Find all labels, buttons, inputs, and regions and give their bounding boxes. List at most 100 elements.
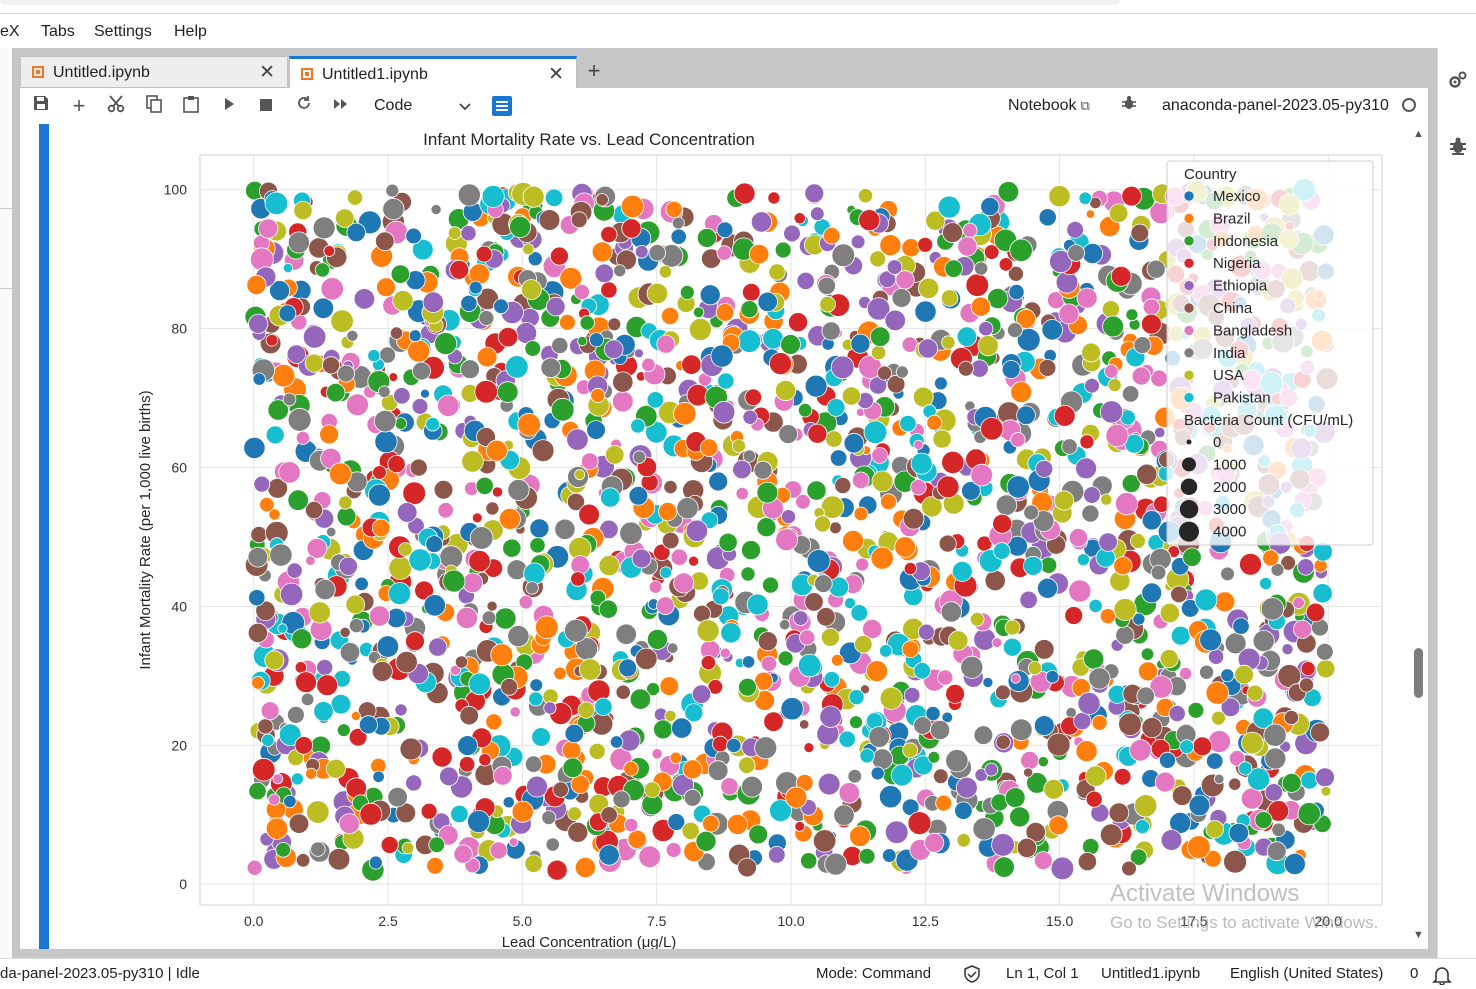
data-point xyxy=(726,737,742,754)
data-point xyxy=(1142,298,1161,316)
data-point xyxy=(546,859,568,881)
data-point xyxy=(566,428,589,451)
scroll-down-icon[interactable]: ▼ xyxy=(1413,929,1424,941)
data-point xyxy=(907,811,932,835)
copy-icon[interactable] xyxy=(143,95,165,117)
data-point xyxy=(1228,750,1246,767)
data-point xyxy=(1032,510,1055,532)
data-point xyxy=(849,715,863,730)
x-tick-label: 7.5 xyxy=(647,913,667,929)
data-point xyxy=(346,329,359,342)
menu-item-tabs[interactable]: Tabs xyxy=(41,23,75,40)
scroll-up-icon[interactable]: ▲ xyxy=(1413,128,1424,140)
data-point xyxy=(268,508,281,521)
data-point xyxy=(459,705,479,726)
active-cell-indicator[interactable] xyxy=(39,124,49,949)
data-point xyxy=(295,430,310,445)
data-point xyxy=(1023,504,1040,521)
data-point xyxy=(502,538,522,558)
tab-untitled1[interactable]: Untitled1.ipynb ✕ xyxy=(289,56,577,88)
data-point xyxy=(917,277,940,299)
data-point xyxy=(737,857,757,878)
data-point xyxy=(485,501,500,516)
data-point xyxy=(809,206,825,222)
vertical-scrollbar[interactable]: ▲ ▼ xyxy=(1410,124,1428,949)
data-point xyxy=(699,438,719,457)
data-point xyxy=(248,313,269,334)
data-point xyxy=(338,495,353,510)
kernel-status-icon xyxy=(1402,98,1416,112)
data-point xyxy=(1187,701,1205,719)
data-point xyxy=(877,365,893,381)
data-point xyxy=(732,459,752,480)
debugger-icon[interactable] xyxy=(1448,136,1468,156)
stop-icon[interactable] xyxy=(255,95,277,117)
tab-bar: Untitled.ipynb ✕ Untitled1.ipynb ✕ + xyxy=(20,56,1428,88)
data-point xyxy=(1205,681,1230,705)
data-point xyxy=(1150,564,1167,581)
data-point xyxy=(393,387,411,405)
save-icon[interactable] xyxy=(30,95,52,117)
settings-toggle-icon[interactable] xyxy=(492,96,512,116)
legend-size-label: 3000 xyxy=(1213,501,1246,518)
data-point xyxy=(1077,851,1098,872)
data-point xyxy=(712,735,729,753)
data-point xyxy=(886,374,906,394)
run-all-icon[interactable] xyxy=(330,95,352,117)
cut-icon[interactable] xyxy=(105,95,127,117)
add-cell-icon[interactable]: + xyxy=(72,93,86,118)
tab-untitled[interactable]: Untitled.ipynb ✕ xyxy=(20,56,288,88)
data-point xyxy=(447,226,462,240)
data-point xyxy=(870,345,887,361)
data-point xyxy=(1204,849,1222,868)
data-point xyxy=(940,289,959,307)
data-point xyxy=(806,549,831,573)
data-point xyxy=(965,273,990,297)
data-point xyxy=(394,417,408,430)
data-point xyxy=(475,245,493,263)
data-point xyxy=(738,677,757,697)
shield-icon[interactable] xyxy=(963,965,981,983)
data-point xyxy=(420,802,438,820)
data-point xyxy=(1171,785,1193,806)
open-in-notebook-link[interactable]: Notebook ⧉ xyxy=(1008,97,1090,115)
data-point xyxy=(489,841,508,860)
cell-type-select[interactable]: Code xyxy=(374,95,474,117)
data-point xyxy=(902,507,925,530)
data-point xyxy=(388,581,412,605)
data-point xyxy=(1149,675,1173,699)
data-point xyxy=(1064,606,1084,625)
data-point xyxy=(866,297,891,321)
restart-icon[interactable] xyxy=(293,95,315,117)
close-icon[interactable]: ✕ xyxy=(259,62,275,83)
data-point xyxy=(1066,221,1084,239)
data-point xyxy=(1271,822,1286,838)
data-point xyxy=(577,701,595,719)
kernel-status-text[interactable]: da-panel-2023.05-py310 | Idle xyxy=(0,965,200,982)
language-indicator[interactable]: English (United States) xyxy=(1230,965,1384,982)
data-point xyxy=(359,802,383,826)
kernel-name[interactable]: anaconda-panel-2023.05-py310 xyxy=(1162,97,1389,114)
data-point xyxy=(1077,691,1101,715)
property-inspector-icon[interactable] xyxy=(1448,70,1468,90)
close-icon[interactable]: ✕ xyxy=(548,64,564,85)
cursor-position[interactable]: Ln 1, Col 1 xyxy=(1006,965,1079,982)
paste-icon[interactable] xyxy=(180,95,202,117)
data-point xyxy=(820,627,840,647)
run-icon[interactable] xyxy=(218,95,240,117)
scrollbar-thumb[interactable] xyxy=(1414,648,1423,698)
data-point xyxy=(348,727,368,747)
data-point xyxy=(1010,432,1026,448)
data-point xyxy=(474,379,499,404)
data-point xyxy=(371,660,393,682)
bell-icon[interactable] xyxy=(1432,965,1452,986)
data-point xyxy=(708,471,729,492)
data-point xyxy=(450,804,469,824)
menu-item-settings[interactable]: Settings xyxy=(94,23,152,40)
data-point xyxy=(925,210,946,231)
bug-icon[interactable] xyxy=(1121,95,1137,116)
new-tab-button[interactable]: + xyxy=(587,58,601,83)
data-point xyxy=(701,814,720,833)
menu-item-tex[interactable]: eX xyxy=(0,23,20,40)
menu-item-help[interactable]: Help xyxy=(174,23,207,40)
